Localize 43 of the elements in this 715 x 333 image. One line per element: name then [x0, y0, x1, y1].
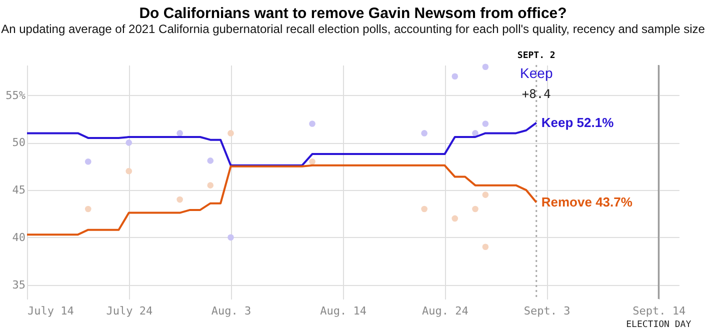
x-tick-label: Aug. 24: [422, 304, 469, 318]
x-tick-label: July 14: [28, 304, 74, 318]
point: [126, 140, 132, 146]
point: [472, 206, 478, 212]
x-tick-label: Aug. 14: [320, 304, 367, 318]
ref-line-label: SEPT. 2: [517, 51, 556, 61]
x-tick-label: July 24: [106, 304, 153, 318]
text: Keep: [520, 65, 553, 81]
x-tick-label: Aug. 3: [211, 304, 252, 318]
point: [482, 120, 489, 127]
x-tick-label: Sept. 14: [632, 304, 686, 318]
point: [84, 206, 92, 212]
y-tick-label: 45: [12, 184, 26, 197]
line-series: [26, 122, 538, 166]
x-tick-label: Sept. 3: [524, 304, 570, 318]
point: [176, 196, 183, 203]
point: [207, 158, 214, 164]
point: [472, 130, 478, 136]
point: [421, 206, 428, 212]
text: Keep 52.1%: [541, 114, 614, 130]
point: [482, 64, 489, 70]
point: [309, 120, 316, 127]
ref-line-label: ELECTION DAY: [626, 320, 692, 330]
point: [228, 130, 234, 136]
point: [309, 158, 316, 165]
text: Remove 43.7%: [541, 194, 632, 210]
annotation: +8.4: [522, 87, 551, 101]
chart-subtitle: An updating average of 2021 California gubernatorial recall election polls, accounting for each poll's quality, recency and sample size: [1, 22, 706, 36]
point: [228, 234, 234, 241]
point: [207, 182, 214, 188]
y-tick-label: 40: [12, 230, 26, 244]
point: [176, 130, 183, 136]
point: [452, 73, 458, 80]
y-tick-label: 55%: [6, 88, 26, 102]
chart-title: Do Californians want to remove Gavin Newsom from office?: [139, 5, 567, 22]
y-tick-label: 35: [12, 278, 26, 292]
y-tick-label: 50: [12, 136, 26, 150]
point: [452, 215, 458, 222]
point: [482, 192, 489, 198]
point: [126, 168, 132, 174]
point: [482, 244, 489, 250]
point: [421, 130, 428, 136]
point: [84, 158, 92, 165]
